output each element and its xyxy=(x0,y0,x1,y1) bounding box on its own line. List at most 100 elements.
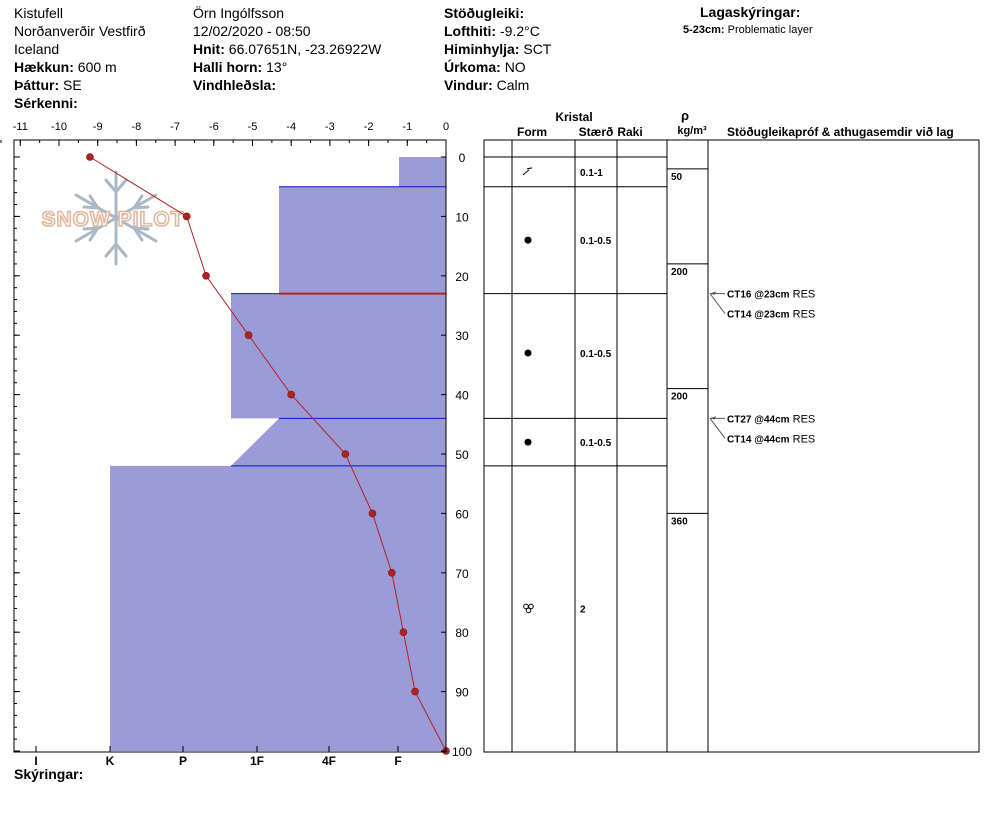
stability-test-annotation: CT14 @23cm RES xyxy=(709,291,815,321)
crystal-size-label: 0.1-0.5 xyxy=(580,236,612,247)
chart-axes: -11 -10 -9 -8 -7 -6 -5 -4 -3 -2 -1 0010203040506070… xyxy=(0,121,472,768)
depth-tick-label: 10 xyxy=(455,210,469,224)
precip-label: Úrkoma: xyxy=(444,59,501,75)
stability-test-label: CT14 @23cm RES xyxy=(727,309,815,321)
hardness-tick-label: F xyxy=(394,754,401,768)
aspect-value: SE xyxy=(63,77,82,93)
temp-tick-label: -1 xyxy=(402,121,412,133)
temperature-profile xyxy=(86,153,450,755)
melt-form-icon xyxy=(523,603,534,614)
aspect-row: Þáttur: SE xyxy=(14,76,146,94)
depth-tick-label: 80 xyxy=(455,626,469,640)
temperature-point xyxy=(341,450,350,458)
profile-frame xyxy=(13,139,447,753)
col-header-wetness: Raki xyxy=(617,125,642,139)
col-header-density-unit: kg/m³ xyxy=(677,125,707,137)
wind-label: Vindur: xyxy=(444,77,493,93)
snowflake-icon xyxy=(74,170,158,266)
density-value: 50 xyxy=(671,172,683,183)
arrow-head-icon xyxy=(710,291,716,295)
temp-tick-label: -8 xyxy=(132,121,142,133)
coords-label: Hnit: xyxy=(193,41,225,57)
sky-row: Himinhylja: SCT xyxy=(444,40,551,58)
sky-value: SCT xyxy=(523,41,552,57)
hardness-profile xyxy=(110,157,446,751)
layer-legend-text: Problematic layer xyxy=(727,24,813,36)
stability-test-annotation: CT27 @44cm RES xyxy=(710,413,815,425)
site-info: Kistufell Norðanverðir Vestfirð Iceland … xyxy=(14,4,146,112)
crystal-size-label: 0.1-0.5 xyxy=(580,438,612,449)
temp-tick-label: -5 xyxy=(248,121,258,133)
wind-row: Vindur: Calm xyxy=(444,76,551,94)
depth-tick-label: 50 xyxy=(455,448,469,462)
temperature-point xyxy=(368,509,377,518)
hardness-tick-label: 1F xyxy=(250,754,264,768)
footer-notes-label: Skýringar: xyxy=(14,766,84,782)
wind-loading-row: Vindhleðsla: xyxy=(193,76,381,94)
layer-legend-item: 5-23cm: Problematic layer xyxy=(683,24,813,36)
stability-test-label: CT14 @44cm RES xyxy=(727,433,815,445)
rounded-grain-icon xyxy=(524,236,532,244)
observation-datetime: 12/02/2020 - 08:50 xyxy=(193,23,311,39)
rounded-grain-icon xyxy=(524,349,532,357)
density-value: 200 xyxy=(671,267,688,278)
stability-test-label: CT16 @23cm RES xyxy=(727,289,815,301)
slope-label: Halli horn: xyxy=(193,59,263,75)
hardness-tick-label: I xyxy=(34,754,37,768)
temperature-point xyxy=(244,331,253,340)
col-header-form: Form xyxy=(517,125,547,139)
coords-value: 66.07651N, -23.26922W xyxy=(228,41,382,57)
layer-legend-range: 5-23cm: xyxy=(683,24,725,36)
sky-label: Himinhylja: xyxy=(444,41,520,57)
temp-tick-label: -9 xyxy=(93,121,103,133)
depth-tick-label: 60 xyxy=(455,507,469,521)
crystal-size-label: 2 xyxy=(580,604,586,615)
air-temp-label: Lofthiti: xyxy=(444,23,497,39)
observer-name: Örn Ingólfsson xyxy=(193,5,285,21)
col-header-density-symbol: ρ xyxy=(681,108,689,123)
crystal-size-label: 0.1-1 xyxy=(580,168,603,179)
col-header-tests: Stöðugleikapróf & athugasemdir við lag xyxy=(727,125,954,139)
depth-tick-label: 0 xyxy=(459,151,466,165)
density-value: 360 xyxy=(671,516,688,527)
col-header-kristal: Kristal xyxy=(555,110,592,124)
temp-tick-label: -4 xyxy=(286,121,296,133)
temperature-point xyxy=(202,271,210,280)
rounded-grain-icon xyxy=(524,438,532,446)
density-value: 200 xyxy=(671,392,688,403)
precip-row: Úrkoma: NO xyxy=(444,58,551,76)
air-temp-value: -9.2°C xyxy=(499,23,540,39)
arrow-head-icon xyxy=(710,416,716,420)
slope-row: Halli horn: 13° xyxy=(193,58,381,76)
temp-tick-label: -7 xyxy=(170,121,180,133)
country-name: Iceland xyxy=(14,41,60,57)
depth-tick-label: 20 xyxy=(455,270,469,284)
hardness-tick-label: P xyxy=(179,754,187,768)
location-name: Kistufell xyxy=(14,5,64,21)
hardness-tick-label: 4F xyxy=(322,754,336,768)
snowpilot-logo-text: SNOW PILOT xyxy=(42,208,185,231)
depth-tick-label: 70 xyxy=(455,567,469,581)
test-result: RES xyxy=(790,433,816,445)
test-pointer-line xyxy=(709,293,726,314)
elevation-label: Hækkun: xyxy=(14,59,74,75)
stability-test-annotation: CT16 @23cm RES xyxy=(710,289,815,301)
stability-row: Stöðugleiki: xyxy=(444,4,551,22)
temperature-point xyxy=(399,628,408,637)
depth-tick-label: 30 xyxy=(455,329,469,343)
temperature-point xyxy=(86,153,94,161)
elevation-value: 600 m xyxy=(77,59,117,75)
wind-loading-label: Vindhleðsla: xyxy=(193,77,276,93)
test-result: RES xyxy=(790,289,816,301)
test-code: CT16 @23cm xyxy=(727,290,790,301)
wind-value: Calm xyxy=(496,77,530,93)
temperature-point xyxy=(287,390,296,399)
stability-test-label: CT27 @44cm RES xyxy=(727,413,815,425)
temp-tick-label: -11 xyxy=(13,121,28,133)
test-result: RES xyxy=(790,413,816,425)
depth-tick-label: 40 xyxy=(455,389,469,403)
test-code: CT27 @44cm xyxy=(727,414,790,425)
temp-tick-label: 0 xyxy=(443,121,449,133)
temp-tick-label: -6 xyxy=(209,121,219,133)
